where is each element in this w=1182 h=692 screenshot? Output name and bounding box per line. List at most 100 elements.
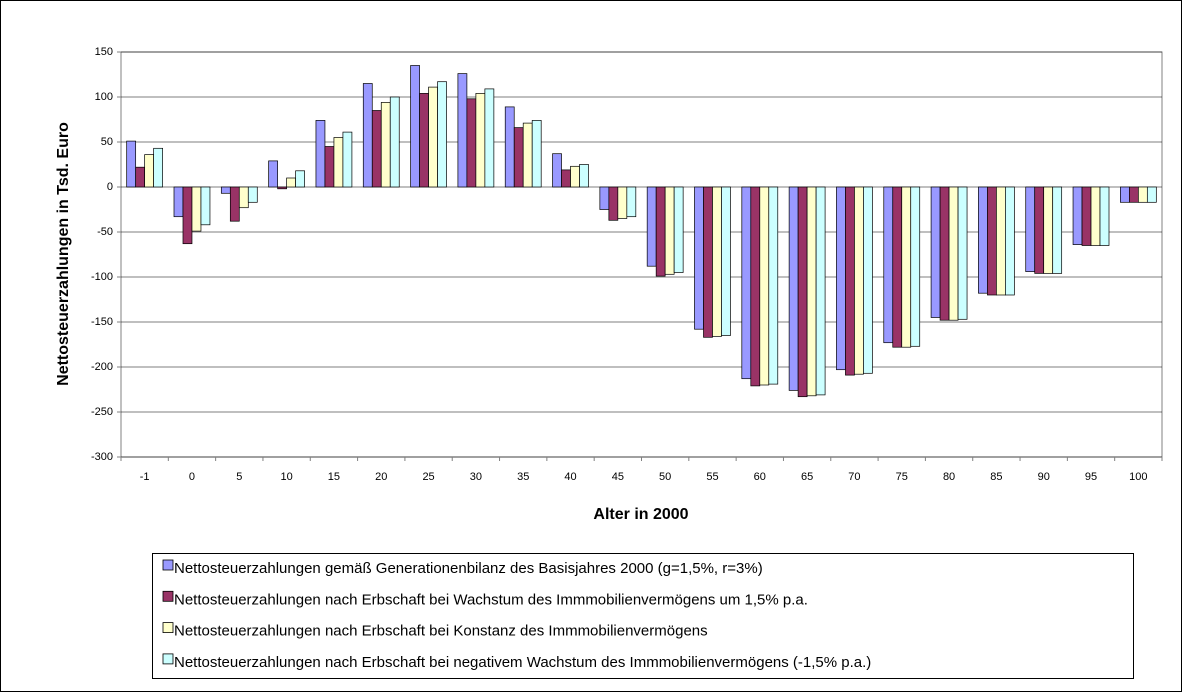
bar xyxy=(892,186,903,348)
legend-swatch xyxy=(162,653,174,665)
x-axis-title: Alter in 2000 xyxy=(593,506,688,523)
bar xyxy=(797,186,808,398)
legend-label: Nettosteuerzahlungen nach Erbschaft bei … xyxy=(174,654,871,671)
bar xyxy=(247,186,258,203)
x-tick-label: 60 xyxy=(754,471,766,483)
x-tick-label: 50 xyxy=(659,471,671,483)
bar xyxy=(277,186,287,190)
y-tick-label: -150 xyxy=(91,316,113,328)
bar xyxy=(333,137,344,188)
bar xyxy=(768,186,779,385)
bar xyxy=(1025,186,1036,272)
y-tick-label: -300 xyxy=(91,451,113,463)
bar xyxy=(750,186,761,387)
x-tick-label: 20 xyxy=(375,471,387,483)
x-tick-label: 85 xyxy=(990,471,1002,483)
bar xyxy=(466,98,477,188)
bar xyxy=(617,186,628,219)
bar xyxy=(191,186,202,232)
x-tick-label: 30 xyxy=(470,471,482,483)
y-tick-label: -200 xyxy=(91,361,113,373)
bar xyxy=(126,140,137,188)
bar xyxy=(939,186,950,321)
bar xyxy=(854,186,864,375)
bar xyxy=(978,186,988,294)
bar xyxy=(229,186,240,222)
bar xyxy=(457,73,468,188)
bar xyxy=(419,93,429,188)
legend-label: Nettosteuerzahlungen nach Erbschaft bei … xyxy=(174,623,708,640)
bar xyxy=(836,186,846,371)
bar xyxy=(380,102,391,188)
bar xyxy=(484,88,495,188)
bar xyxy=(957,186,968,320)
bar xyxy=(531,120,542,188)
bar xyxy=(522,122,533,188)
x-tick-label: 15 xyxy=(328,471,340,483)
legend-swatch xyxy=(162,622,174,633)
bar xyxy=(759,186,770,386)
bar xyxy=(883,186,894,344)
bar xyxy=(1090,186,1101,246)
bar xyxy=(646,186,657,267)
bar xyxy=(806,186,817,397)
x-tick-label: 45 xyxy=(612,471,624,483)
bar xyxy=(570,165,580,188)
bar xyxy=(599,186,610,210)
bar xyxy=(1043,186,1054,274)
bar xyxy=(220,186,231,194)
x-tick-label: 25 xyxy=(422,471,434,483)
y-tick-label: 50 xyxy=(101,136,113,148)
x-tick-label: 90 xyxy=(1038,471,1050,483)
bar xyxy=(1099,186,1110,246)
y-tick-label: 150 xyxy=(95,46,113,58)
x-tick-label: 80 xyxy=(943,471,955,483)
legend-label: Nettosteuerzahlungen gemäß Generationenb… xyxy=(174,560,763,577)
bar xyxy=(788,186,799,391)
bar xyxy=(286,177,296,188)
bar xyxy=(655,186,666,277)
bar xyxy=(1129,186,1139,203)
bar xyxy=(135,166,146,188)
bar xyxy=(996,186,1006,296)
bar xyxy=(371,110,382,188)
x-tick-label: 100 xyxy=(1129,471,1147,483)
bar xyxy=(626,186,637,218)
bar xyxy=(362,83,373,188)
bar xyxy=(437,81,447,188)
bar xyxy=(845,186,855,376)
bar xyxy=(1137,186,1148,203)
bar xyxy=(153,147,163,188)
bar xyxy=(901,186,912,348)
x-tick-label: 40 xyxy=(564,471,576,483)
bar xyxy=(268,160,278,188)
bar xyxy=(552,153,562,188)
y-tick-label: 0 xyxy=(107,181,113,193)
y-tick-label: -100 xyxy=(91,271,113,283)
x-tick-label: 75 xyxy=(896,471,908,483)
bar xyxy=(1034,186,1045,274)
x-tick-label: 10 xyxy=(280,471,292,483)
bar xyxy=(863,186,873,374)
bar xyxy=(513,127,524,188)
bar xyxy=(664,186,675,275)
bar xyxy=(295,170,305,188)
x-tick-label: 5 xyxy=(236,471,242,483)
bar xyxy=(1081,186,1092,246)
bar xyxy=(475,93,486,188)
bar xyxy=(410,65,420,188)
y-tick-label: -250 xyxy=(91,406,113,418)
bar xyxy=(200,186,211,226)
x-tick-label: 55 xyxy=(706,471,718,483)
bar xyxy=(144,154,154,188)
x-tick-label: 0 xyxy=(189,471,195,483)
bar xyxy=(182,186,193,245)
x-tick-label: 35 xyxy=(517,471,529,483)
bar xyxy=(673,186,684,273)
bar xyxy=(315,120,326,188)
bar xyxy=(694,186,704,330)
bar xyxy=(948,186,959,321)
legend-swatch xyxy=(162,559,174,571)
bar xyxy=(1052,186,1063,274)
